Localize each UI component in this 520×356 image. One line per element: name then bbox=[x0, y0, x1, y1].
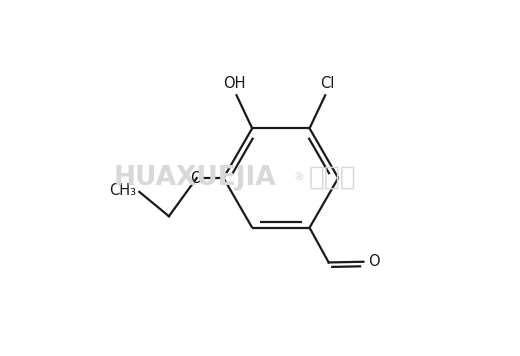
Text: HUAXUEJIA: HUAXUEJIA bbox=[114, 165, 277, 191]
Text: OH: OH bbox=[224, 76, 246, 91]
Text: CH₃: CH₃ bbox=[110, 183, 137, 198]
Text: O: O bbox=[190, 171, 202, 185]
Text: 化学加: 化学加 bbox=[309, 165, 356, 191]
Text: ®: ® bbox=[293, 172, 304, 182]
Text: O: O bbox=[368, 254, 380, 269]
Text: Cl: Cl bbox=[320, 76, 334, 91]
